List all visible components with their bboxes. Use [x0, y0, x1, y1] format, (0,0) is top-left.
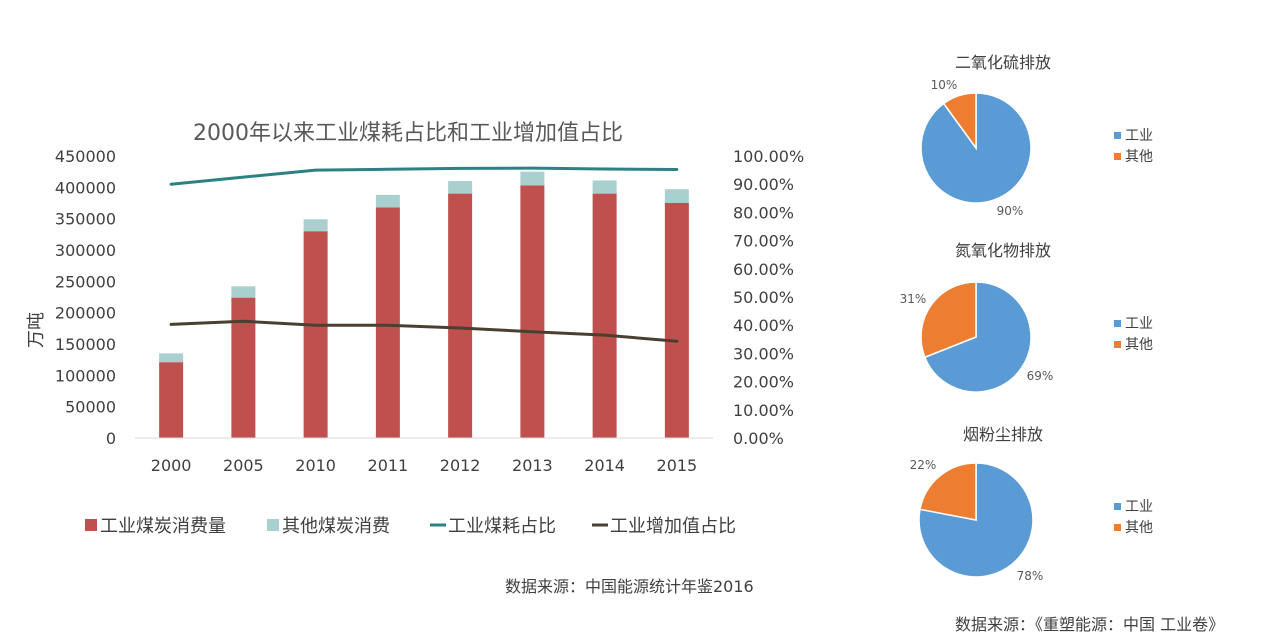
pie-title: 二氧化硫排放 [955, 53, 1051, 72]
bar-other-coal [664, 189, 689, 203]
x-tick-label: 2014 [584, 456, 625, 475]
pie-slice-other [920, 281, 977, 359]
source-note-left: 数据来源：中国能源统计年鉴2016 [505, 577, 754, 596]
y-tick-label: 250000 [55, 272, 116, 291]
pie-data-label: 10% [931, 78, 958, 92]
line-coal-share [169, 166, 679, 186]
line-value-added-share [169, 319, 679, 343]
chart-title: 2000年以来工业煤耗占比和工业增加值占比 [193, 121, 623, 146]
pie-data-label: 69% [1027, 369, 1054, 383]
y2-tick-label: 60.00% [733, 260, 794, 279]
x-tick-label: 2011 [368, 456, 409, 475]
x-tick-label: 2013 [512, 456, 553, 475]
pie-slice-industry [918, 462, 1034, 578]
pie-legend-swatch [1114, 132, 1121, 139]
y-tick-label: 50000 [65, 398, 116, 417]
y2-tick-label: 90.00% [733, 175, 794, 194]
pie-legend-label: 工业 [1125, 499, 1153, 515]
y2-tick-label: 80.00% [733, 203, 794, 222]
y-tick-label: 300000 [55, 241, 116, 260]
y2-tick-label: 70.00% [733, 232, 794, 251]
pie-legend-label: 其他 [1125, 337, 1153, 353]
y-tick-label: 450000 [55, 147, 116, 166]
pie-data-label: 90% [997, 204, 1024, 218]
legend-label: 工业增加值占比 [610, 516, 736, 537]
pie-data-label: 78% [1017, 569, 1044, 583]
pie-legend-label: 其他 [1125, 520, 1153, 536]
bar-other-coal [231, 286, 256, 298]
pie-data-label: 22% [910, 458, 937, 472]
pie-title: 烟粉尘排放 [963, 425, 1043, 444]
bar-other-coal [520, 171, 545, 186]
y-axis-label: 万吨 [26, 312, 47, 348]
y-tick-label: 400000 [55, 178, 116, 197]
y2-tick-label: 10.00% [733, 401, 794, 420]
bar-other-coal [159, 353, 184, 363]
pie-legend-swatch [1114, 153, 1121, 160]
y-tick-label: 100000 [55, 366, 116, 385]
bar-industrial-coal [664, 203, 689, 438]
pie-legend-label: 工业 [1125, 316, 1153, 332]
bar-other-coal [303, 219, 328, 232]
pie-slice-other [942, 92, 977, 151]
bar-other-coal [375, 194, 400, 208]
bar-industrial-coal [375, 207, 400, 438]
bar-industrial-coal [592, 193, 617, 438]
pie-legend-swatch [1114, 524, 1121, 531]
y2-tick-label: 40.00% [733, 316, 794, 335]
y2-tick-label: 0.00% [733, 429, 784, 448]
legend-label: 其他煤炭消费 [282, 516, 390, 537]
x-tick-label: 2012 [440, 456, 481, 475]
y-tick-label: 0 [106, 429, 116, 448]
x-tick-label: 2000 [151, 456, 192, 475]
x-tick-label: 2010 [295, 456, 336, 475]
pie-legend-swatch [1114, 341, 1121, 348]
pie-legend-swatch [1114, 320, 1121, 327]
bar-industrial-coal [303, 231, 328, 438]
bar-other-coal [592, 180, 617, 194]
bar-industrial-coal [448, 193, 473, 438]
legend-swatch [267, 519, 279, 531]
bar-other-coal [448, 181, 473, 194]
pie-title: 氮氧化物排放 [955, 241, 1051, 260]
pie-data-label: 31% [900, 292, 927, 306]
bar-industrial-coal [520, 185, 545, 438]
pie-legend-label: 其他 [1125, 149, 1153, 165]
y2-tick-label: 20.00% [733, 373, 794, 392]
bar-industrial-coal [159, 362, 184, 438]
y-tick-label: 150000 [55, 335, 116, 354]
bar-industrial-coal [231, 297, 256, 438]
y2-tick-label: 100.00% [733, 147, 804, 166]
legend-swatch [85, 519, 97, 531]
legend-label: 工业煤炭消费量 [100, 516, 226, 537]
y2-tick-label: 50.00% [733, 288, 794, 307]
x-tick-label: 2015 [657, 456, 698, 475]
pie-legend-label: 工业 [1125, 128, 1153, 144]
source-note-right: 数据来源：《重塑能源：中国 工业卷》 [955, 615, 1225, 634]
pie-legend-swatch [1114, 503, 1121, 510]
pie-slice-industry [923, 281, 1032, 393]
legend-label: 工业煤耗占比 [448, 516, 556, 537]
y-tick-label: 350000 [55, 210, 116, 229]
y2-tick-label: 30.00% [733, 344, 794, 363]
y-tick-label: 200000 [55, 304, 116, 323]
x-tick-label: 2005 [223, 456, 264, 475]
pie-slice-other [919, 462, 977, 521]
